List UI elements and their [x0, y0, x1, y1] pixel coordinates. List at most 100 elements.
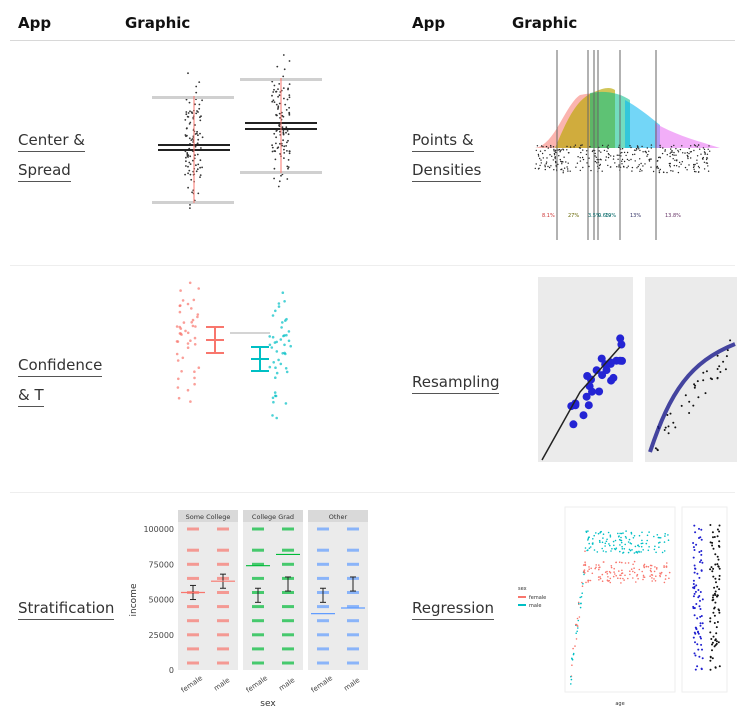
data-point — [569, 170, 571, 172]
data-point — [694, 668, 697, 671]
app-points-densities[interactable]: Points & Densities — [412, 125, 482, 185]
regression-graphic: sex female male age — [518, 506, 728, 707]
app-center-spread-line2[interactable]: Spread — [18, 160, 71, 182]
data-point — [709, 568, 712, 571]
data-point — [187, 72, 189, 75]
data-point — [693, 386, 696, 389]
app-regression-line1[interactable]: Regression — [412, 598, 495, 620]
data-point — [702, 379, 705, 382]
data-point — [640, 162, 642, 165]
data-point — [610, 565, 613, 567]
data-point — [662, 147, 664, 149]
data-point — [288, 94, 291, 96]
data-point — [718, 665, 721, 668]
data-point — [575, 638, 578, 640]
data-point — [627, 562, 630, 564]
data-point — [692, 583, 695, 585]
header-divider — [10, 40, 735, 41]
data-point — [619, 544, 621, 546]
data-point — [631, 549, 633, 551]
data-point — [555, 151, 557, 154]
data-point — [689, 151, 691, 153]
data-point — [581, 585, 584, 587]
data-point — [176, 359, 180, 362]
data-point — [594, 567, 596, 570]
data-point — [595, 156, 597, 158]
data-point — [671, 154, 674, 156]
data-point — [540, 162, 542, 164]
data-point — [692, 166, 695, 169]
data-point — [622, 552, 624, 554]
data-point — [693, 571, 696, 574]
data-point — [633, 571, 636, 574]
app-stratification-line1[interactable]: Stratification — [18, 598, 115, 620]
data-point — [672, 421, 675, 424]
data-point — [673, 144, 675, 147]
data-point — [690, 157, 692, 159]
data-point — [347, 619, 359, 623]
app-regression[interactable]: Regression — [412, 593, 495, 623]
data-point — [653, 548, 656, 551]
data-point — [623, 160, 626, 163]
app-resampling[interactable]: Resampling — [412, 367, 500, 397]
data-point — [724, 368, 727, 371]
data-point — [642, 578, 644, 581]
data-point — [713, 536, 716, 538]
data-point — [653, 535, 655, 538]
data-point — [217, 527, 229, 531]
data-point — [610, 550, 612, 552]
app-points-densities-line1[interactable]: Points & — [412, 130, 474, 152]
data-point — [700, 538, 703, 541]
data-point — [664, 533, 666, 535]
data-point — [712, 635, 715, 638]
data-point — [694, 590, 697, 593]
app-points-densities-line2[interactable]: Densities — [412, 160, 482, 182]
data-point — [200, 115, 202, 118]
data-point — [653, 570, 656, 573]
app-resampling-line1[interactable]: Resampling — [412, 372, 500, 394]
data-point — [581, 156, 584, 159]
data-point — [555, 162, 557, 164]
data-point — [196, 168, 199, 171]
data-point — [277, 302, 281, 305]
app-confidence-t[interactable]: Confidence & T — [18, 350, 103, 410]
data-point — [588, 157, 590, 159]
data-point — [590, 169, 592, 172]
data-point — [567, 170, 569, 172]
data-point — [613, 155, 615, 157]
app-center-spread[interactable]: Center & Spread — [18, 125, 85, 185]
data-point — [599, 577, 602, 580]
data-point — [666, 562, 668, 564]
data-point — [714, 590, 717, 593]
data-point — [658, 536, 661, 539]
data-point — [701, 598, 704, 601]
data-point — [582, 582, 584, 585]
data-point — [544, 168, 546, 171]
data-point — [688, 164, 690, 166]
data-point — [190, 178, 193, 181]
data-point — [631, 170, 633, 172]
data-point — [194, 154, 196, 157]
density-region-4 — [625, 100, 660, 148]
regression-legend: sex female male — [518, 586, 546, 609]
data-point — [189, 207, 191, 210]
data-point — [602, 550, 605, 552]
data-point — [618, 166, 620, 168]
app-stratification[interactable]: Stratification — [18, 593, 115, 623]
app-center-spread-line1[interactable]: Center & — [18, 130, 85, 152]
data-point — [621, 163, 623, 165]
data-point — [544, 149, 546, 152]
data-point — [682, 152, 684, 154]
app-confidence-t-line2[interactable]: & T — [18, 385, 44, 407]
data-point — [714, 666, 717, 669]
data-point — [659, 157, 662, 159]
data-point — [588, 568, 590, 570]
app-confidence-t-line1[interactable]: Confidence — [18, 355, 103, 377]
data-point — [575, 166, 577, 168]
data-point — [277, 108, 279, 110]
data-point — [634, 160, 636, 162]
data-point — [628, 159, 630, 162]
data-point — [185, 111, 188, 113]
data-point — [553, 150, 555, 152]
data-point — [288, 150, 291, 153]
